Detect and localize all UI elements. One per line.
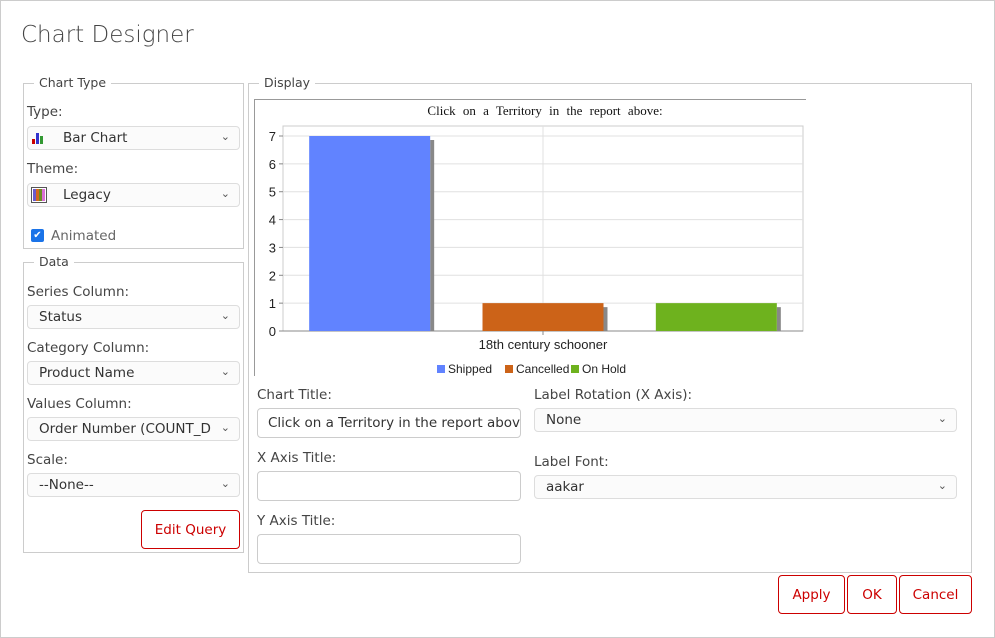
chart-type-fieldset: Chart Type: [23, 75, 244, 249]
cancel-button[interactable]: Cancel: [899, 575, 972, 614]
type-select[interactable]: Bar Chart ⌄: [27, 126, 240, 150]
ok-button[interactable]: OK: [847, 575, 897, 614]
chevron-down-icon: ⌄: [220, 365, 230, 378]
bar-shadow: [603, 307, 608, 331]
theme-value: Legacy: [63, 187, 111, 203]
category-column-label: Category Column:: [27, 340, 150, 356]
label-rotation-label: Label Rotation (X Axis):: [534, 387, 693, 403]
y-axis-title-input[interactable]: [257, 534, 521, 564]
bar-chart: Click on a Territory in the report above…: [269, 103, 804, 376]
data-legend: Data: [34, 254, 74, 269]
scale-label: Scale:: [27, 452, 68, 468]
chevron-down-icon: ⌄: [937, 479, 947, 492]
bar-shipped: [309, 136, 431, 331]
animated-label: Animated: [51, 228, 117, 244]
rotation-value: None: [546, 412, 582, 428]
palette-icon: [31, 187, 47, 203]
chevron-down-icon: ⌄: [220, 130, 230, 143]
chevron-down-icon: ⌄: [937, 412, 947, 425]
chevron-down-icon: ⌄: [220, 421, 230, 434]
y-tick-label: 1: [269, 296, 276, 311]
values-column-label: Values Column:: [27, 396, 132, 412]
x-axis-title-input[interactable]: [257, 471, 521, 501]
category-value: Product Name: [39, 365, 135, 381]
font-value: aakar: [546, 479, 584, 495]
theme-select[interactable]: Legacy ⌄: [27, 183, 240, 207]
chart-preview[interactable]: Click on a Territory in the report above…: [254, 99, 806, 376]
type-label: Type:: [27, 104, 63, 120]
series-column-label: Series Column:: [27, 284, 130, 300]
y-tick-label: 6: [269, 157, 276, 172]
chart-title-label: Chart Title:: [257, 387, 332, 403]
type-value: Bar Chart: [63, 130, 128, 146]
bar-shadow: [776, 307, 781, 331]
display-legend: Display: [259, 75, 316, 90]
chevron-down-icon: ⌄: [220, 187, 230, 200]
apply-button[interactable]: Apply: [778, 575, 845, 614]
legend-swatch: [437, 365, 445, 373]
chart-title-input[interactable]: Click on a Territory in the report above…: [257, 408, 521, 438]
x-axis-title-label: X Axis Title:: [257, 450, 337, 466]
values-value: Order Number (COUNT_DISTINCT): [39, 421, 211, 437]
legend-swatch: [571, 365, 579, 373]
bar-chart-icon: [32, 133, 43, 144]
bar-cancelled: [482, 303, 604, 331]
y-tick-label: 0: [269, 324, 276, 339]
y-tick-label: 2: [269, 268, 276, 283]
y-tick-label: 5: [269, 185, 276, 200]
dialog-title: Chart Designer: [21, 22, 194, 48]
bar-shadow: [430, 140, 435, 331]
chevron-down-icon: ⌄: [220, 477, 230, 490]
category-column-select[interactable]: Product Name ⌄: [27, 361, 240, 385]
label-font-label: Label Font:: [534, 454, 609, 470]
x-category-label: 18th century schooner: [479, 337, 608, 352]
label-rotation-select[interactable]: None ⌄: [534, 408, 957, 432]
display-fieldset: Display: [248, 75, 972, 573]
legend-swatch: [505, 365, 513, 373]
chart-title: Click on a Territory in the report above…: [427, 103, 662, 118]
label-font-select[interactable]: aakar ⌄: [534, 475, 957, 499]
series-value: Status: [39, 309, 83, 325]
y-axis-title-label: Y Axis Title:: [257, 513, 336, 529]
legend-item: Cancelled: [516, 362, 569, 376]
chart-type-legend: Chart Type: [34, 75, 112, 90]
y-tick-label: 3: [269, 240, 276, 255]
bar-on-hold: [655, 303, 777, 331]
edit-query-button[interactable]: Edit Query: [141, 510, 240, 549]
values-column-select[interactable]: Order Number (COUNT_DISTINCT) ⌄: [27, 417, 240, 441]
data-fieldset: Data: [23, 254, 244, 553]
legend-item: On Hold: [582, 362, 626, 376]
animated-checkbox[interactable]: ✔: [31, 229, 44, 242]
series-column-select[interactable]: Status ⌄: [27, 305, 240, 329]
scale-value: --None--: [39, 477, 94, 493]
legend-item: Shipped: [448, 362, 492, 376]
scale-select[interactable]: --None-- ⌄: [27, 473, 240, 497]
theme-label: Theme:: [27, 161, 79, 177]
y-tick-label: 4: [269, 213, 276, 228]
chevron-down-icon: ⌄: [220, 309, 230, 322]
y-tick-label: 7: [269, 129, 276, 144]
